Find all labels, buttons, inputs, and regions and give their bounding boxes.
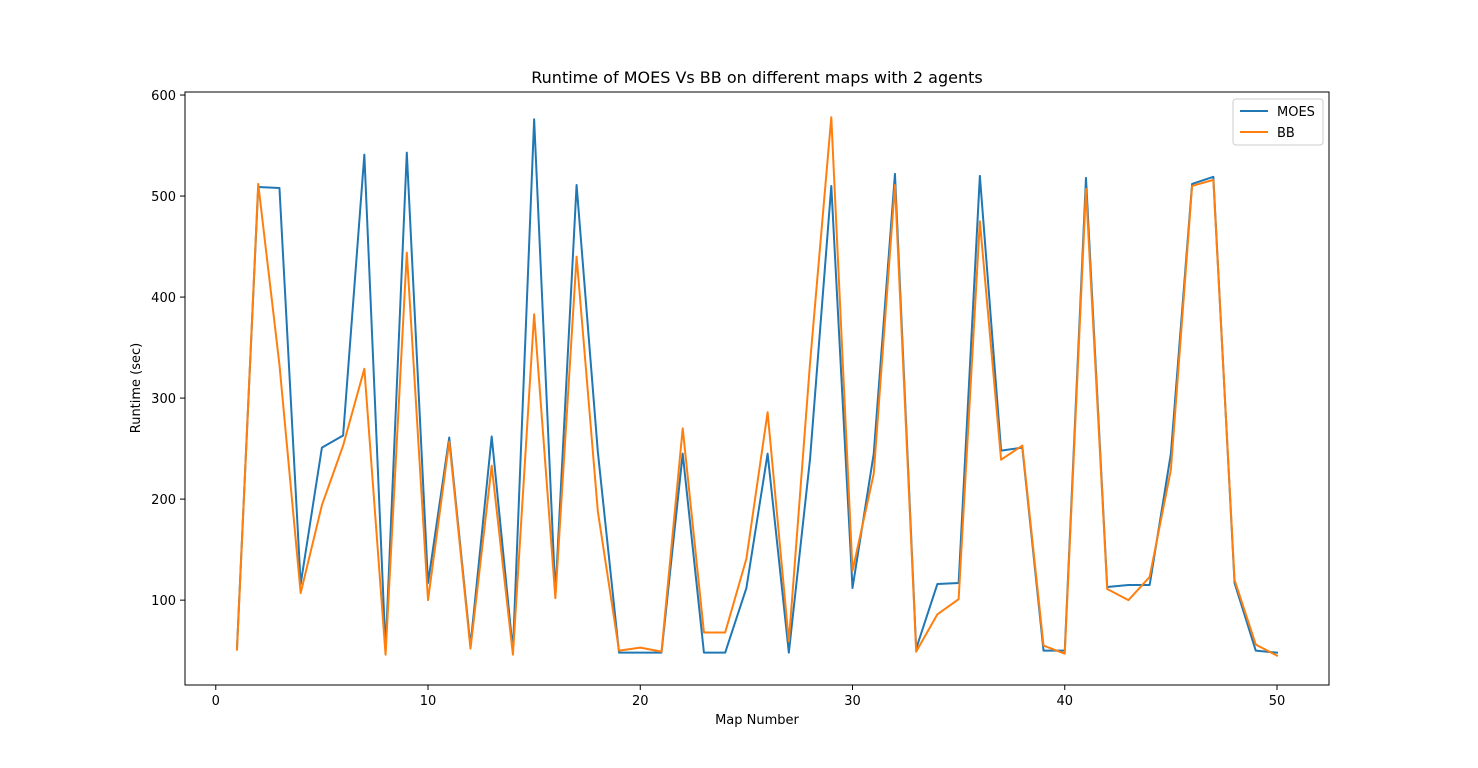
x-tick-label: 20 [632, 694, 649, 709]
y-axis-label: Runtime (sec) [129, 343, 144, 434]
y-tick-label: 100 [151, 594, 176, 609]
y-tick-label: 600 [151, 89, 176, 104]
series-layer [235, 116, 1279, 658]
x-tick-label: 40 [1056, 694, 1073, 709]
legend-label-bb: BB [1277, 126, 1295, 141]
x-tick-label: 10 [420, 694, 437, 709]
series-line-bb [235, 116, 1279, 658]
y-tick-label: 200 [151, 493, 176, 508]
x-tick-label: 30 [844, 694, 861, 709]
y-axis-ticks: 100 200 300 400 500 600 [151, 89, 185, 609]
x-tick-label: 0 [212, 694, 220, 709]
plot-area-frame [184, 91, 1330, 686]
legend: MOES BB [1232, 98, 1324, 146]
chart-title: Runtime of MOES Vs BB on different maps … [531, 68, 982, 87]
x-tick-label: 50 [1269, 694, 1286, 709]
y-tick-label: 300 [151, 392, 176, 407]
legend-label-moes: MOES [1277, 105, 1315, 120]
y-tick-label: 400 [151, 291, 176, 306]
y-tick-label: 500 [151, 190, 176, 205]
x-axis-label: Map Number [715, 713, 799, 728]
x-axis-ticks: 0 10 20 30 40 50 [212, 685, 1286, 709]
